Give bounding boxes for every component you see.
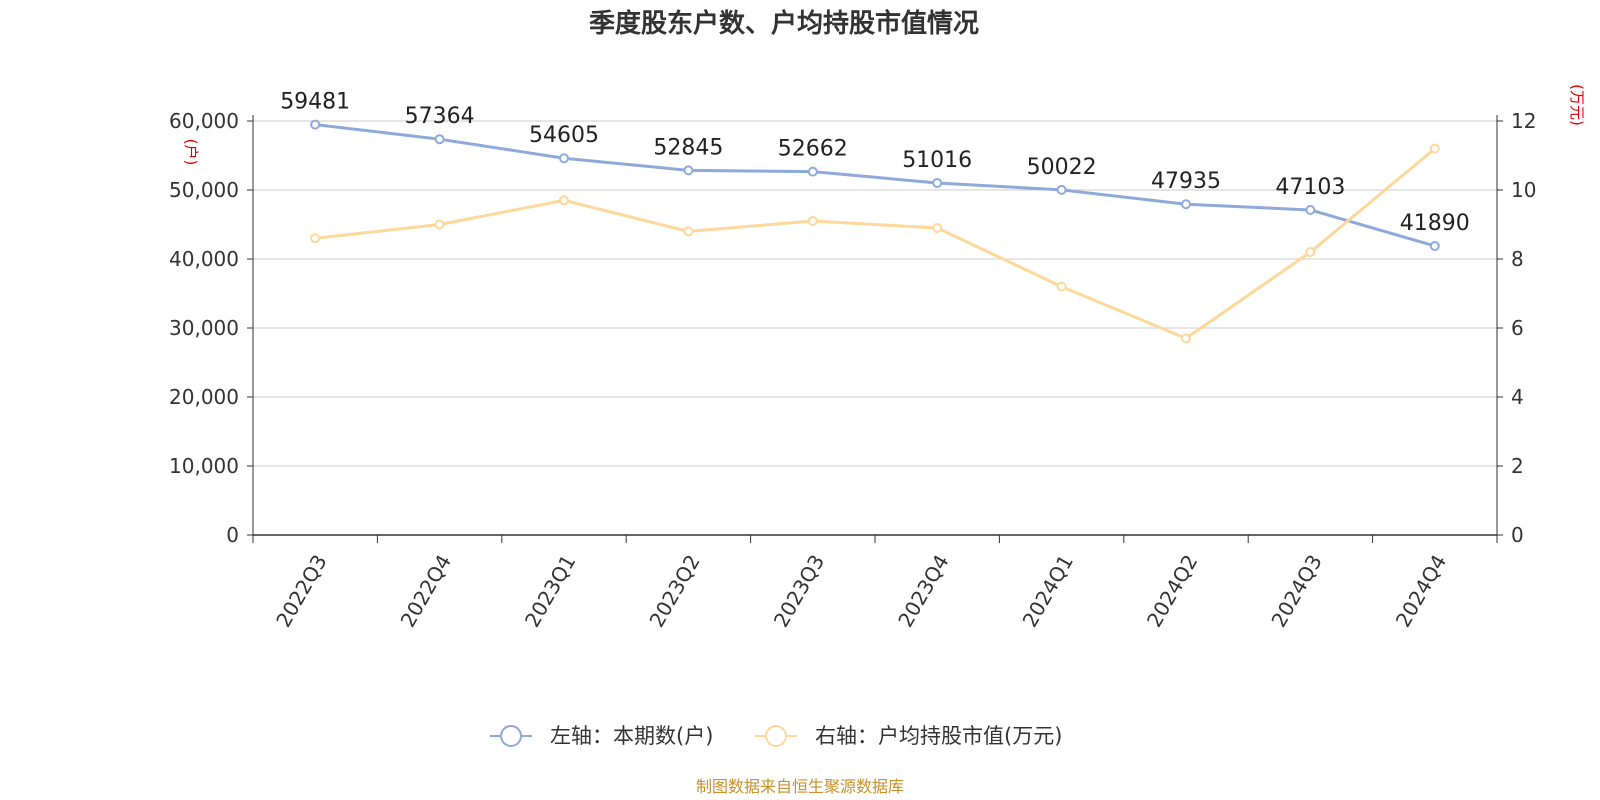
right-axis-unit: (万元) — [1568, 84, 1586, 126]
data-point — [932, 222, 943, 233]
data-label: 54605 — [529, 123, 599, 148]
x-tick-label: 2023Q1 — [520, 551, 580, 632]
data-point — [1056, 184, 1067, 195]
data-point — [1305, 247, 1316, 258]
series-line — [315, 123, 1436, 248]
data-point — [932, 177, 943, 188]
data-point — [434, 134, 445, 145]
right-axis-ticks: 0 2 4 6 8 10 12 — [1497, 109, 1536, 547]
data-label: 52845 — [653, 135, 723, 160]
series-left — [310, 119, 1440, 251]
legend-item-right-series[interactable]: 右轴：户均持股市值(万元) — [755, 724, 1062, 748]
data-label: 59481 — [280, 90, 350, 115]
legend-label: 右轴：户均持股市值(万元) — [815, 724, 1062, 748]
legend-marker-icon — [765, 725, 787, 747]
data-label: 52662 — [778, 137, 848, 162]
x-tick-label: 2022Q4 — [396, 551, 456, 632]
data-label: 50022 — [1027, 155, 1097, 180]
x-tick-label: 2023Q3 — [769, 551, 829, 632]
data-point — [559, 153, 569, 164]
series-right — [310, 143, 1440, 344]
x-tick-label: 2023Q4 — [893, 551, 953, 632]
data-label: 51016 — [902, 148, 972, 173]
grid-lines — [253, 120, 1497, 467]
data-point — [683, 226, 694, 237]
data-label: 47103 — [1275, 175, 1345, 200]
left-axis-ticks: 0 10,000 20,000 30,000 40,000 50,000 60,000 — [169, 109, 253, 547]
left-tick-label: 30,000 — [169, 316, 239, 340]
right-tick-label: 6 — [1511, 316, 1524, 340]
legend[interactable]: 左轴：本期数(户) 右轴：户均持股市值(万元) — [490, 724, 1062, 748]
x-tick-label: 2024Q2 — [1142, 551, 1202, 632]
data-point — [1056, 281, 1067, 292]
legend-item-left-series[interactable]: 左轴：本期数(户) — [490, 724, 713, 748]
left-tick-label: 20,000 — [169, 385, 239, 409]
left-tick-label: 40,000 — [169, 247, 239, 271]
data-point — [434, 219, 445, 230]
data-point — [807, 216, 818, 227]
left-tick-label: 50,000 — [169, 178, 239, 202]
data-label: 57364 — [405, 104, 475, 129]
x-axis-ticks: 2022Q3 2022Q4 2023Q1 2023Q2 2023Q3 2023Q4 2024… — [252, 535, 1498, 632]
right-tick-label: 0 — [1511, 523, 1524, 547]
data-point — [1181, 199, 1191, 210]
series-layer — [310, 119, 1440, 344]
data-point — [1429, 143, 1440, 154]
data-point — [807, 166, 818, 177]
legend-marker-icon — [500, 725, 522, 747]
data-point — [1181, 333, 1191, 344]
data-labels: 59481 57364 54605 52845 52662 51016 50022 47935… — [280, 90, 1470, 236]
chart-title: 季度股东户数、户均持股市值情况 — [589, 8, 979, 39]
right-tick-label: 10 — [1511, 178, 1536, 202]
right-tick-label: 2 — [1511, 454, 1524, 478]
source-note: 制图数据来自恒生聚源数据库 — [696, 777, 904, 796]
right-tick-label: 4 — [1511, 385, 1524, 409]
x-tick-label: 2024Q3 — [1266, 551, 1326, 632]
x-tick-label: 2024Q1 — [1018, 551, 1078, 632]
data-label: 47935 — [1151, 169, 1221, 194]
data-label: 41890 — [1400, 211, 1470, 236]
right-tick-label: 8 — [1511, 247, 1524, 271]
legend-label: 左轴：本期数(户) — [550, 724, 713, 748]
x-tick-label: 2024Q4 — [1391, 551, 1451, 632]
data-point — [310, 119, 321, 130]
series-line — [315, 147, 1436, 340]
right-tick-label: 12 — [1511, 109, 1536, 133]
data-point — [1429, 240, 1440, 251]
left-tick-label: 0 — [226, 523, 239, 547]
x-tick-label: 2022Q3 — [271, 551, 331, 632]
left-tick-label: 10,000 — [169, 454, 239, 478]
data-point — [1305, 204, 1316, 215]
data-point — [683, 165, 694, 176]
left-axis-unit: (户) — [182, 139, 200, 166]
data-point — [310, 233, 321, 244]
data-point — [559, 195, 569, 206]
left-tick-label: 60,000 — [169, 109, 239, 133]
x-tick-label: 2023Q2 — [644, 551, 704, 632]
